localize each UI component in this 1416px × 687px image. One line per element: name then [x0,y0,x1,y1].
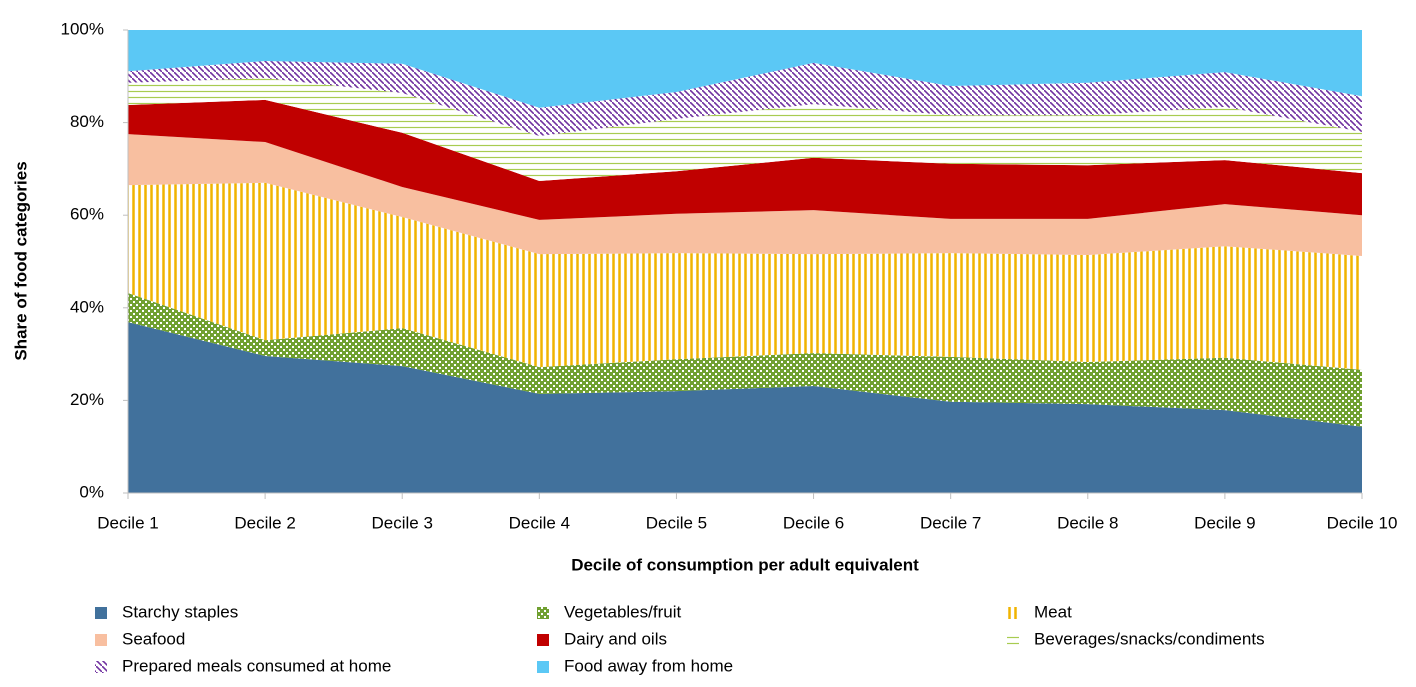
legend-label: Food away from home [564,656,733,675]
area [128,99,1362,220]
y-axis-title: Share of food categories [11,161,30,360]
y-tick-label: 100% [61,19,104,38]
x-tick-label: Decile 8 [1057,513,1118,532]
legend-swatch [537,661,549,673]
legend-swatch [537,607,549,619]
y-tick-label: 0% [79,482,104,501]
area [128,182,1362,370]
legend-label: Prepared meals consumed at home [122,656,391,675]
x-tick-label: Decile 3 [372,513,433,532]
x-tick-label: Decile 1 [97,513,158,532]
x-tick-label: Decile 5 [646,513,707,532]
legend-swatch [1007,634,1019,646]
legend-swatch [95,607,107,619]
x-tick-label: Decile 10 [1327,513,1398,532]
legend-label: Seafood [122,629,185,648]
x-tick-label: Decile 2 [234,513,295,532]
area [128,322,1362,493]
x-tick-label: Decile 4 [509,513,570,532]
y-tick-label: 80% [70,112,104,131]
legend-label: Meat [1034,602,1072,621]
x-tick-label: Decile 9 [1194,513,1255,532]
legend-label: Beverages/snacks/condiments [1034,629,1265,648]
x-tick-label: Decile 6 [783,513,844,532]
legend-label: Vegetables/fruit [564,602,681,621]
y-tick-label: 40% [70,297,104,316]
area [128,78,1362,181]
area [128,134,1362,256]
legend-label: Starchy staples [122,602,238,621]
area [128,61,1362,137]
area [128,30,1362,108]
legend-swatch [1007,607,1019,619]
legend-label: Dairy and oils [564,629,667,648]
y-tick-label: 60% [70,205,104,224]
x-axis-title: Decile of consumption per adult equivale… [571,555,919,574]
area [128,292,1362,427]
legend-swatch [537,634,549,646]
legend-swatch [95,661,107,673]
y-tick-label: 20% [70,390,104,409]
legend-swatch [95,634,107,646]
x-tick-label: Decile 7 [920,513,981,532]
